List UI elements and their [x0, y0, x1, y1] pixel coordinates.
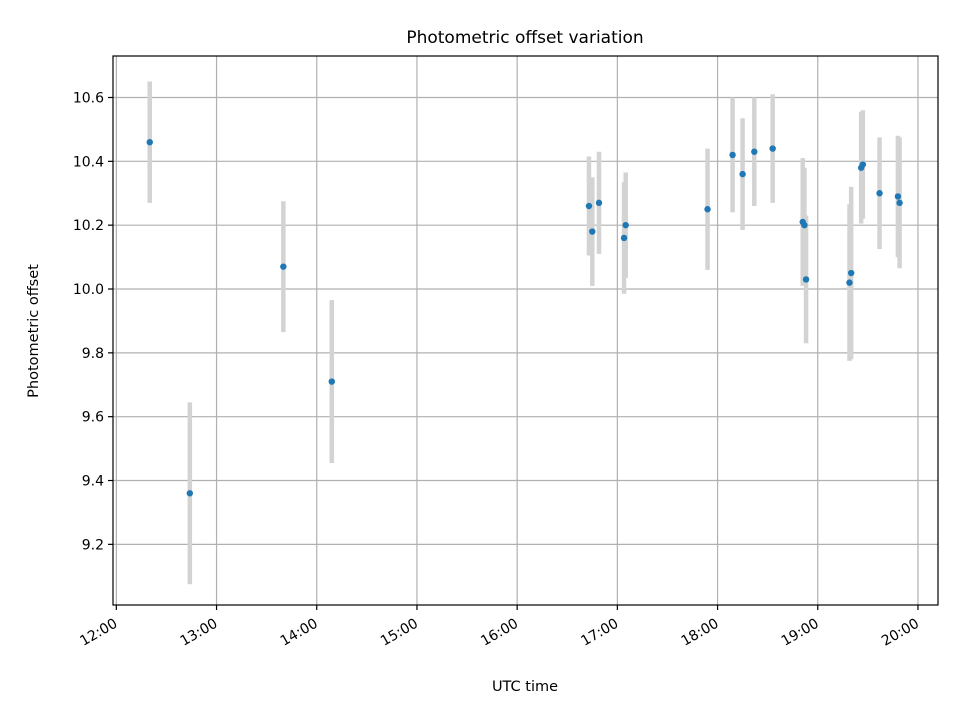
data-point — [622, 221, 629, 229]
data-point — [751, 148, 758, 155]
data-point — [802, 276, 810, 283]
y-tick-label: 10.0 — [73, 282, 104, 298]
data-point — [801, 221, 808, 229]
data-point — [704, 206, 711, 213]
y-tick-label: 10.2 — [73, 218, 104, 234]
data-point — [739, 170, 746, 178]
y-tick-label: 9.4 — [82, 474, 104, 490]
plot-frame — [112, 55, 939, 606]
data-point — [585, 202, 593, 210]
data-point — [847, 269, 855, 277]
data-point — [729, 151, 736, 159]
y-axis-title: Photometric offset — [26, 264, 42, 398]
y-tick-label: 10.4 — [73, 154, 104, 170]
y-tick-label: 9.2 — [82, 537, 104, 553]
grid — [113, 56, 938, 605]
x-axis-title: UTC time — [492, 679, 558, 695]
y-tick-label: 10.6 — [73, 90, 104, 106]
y-tick-label: 9.6 — [82, 410, 104, 426]
data-point — [328, 378, 335, 385]
data-point — [896, 199, 903, 207]
data-point — [280, 263, 287, 270]
data-point — [859, 161, 867, 168]
data-point — [769, 145, 776, 152]
data-point — [894, 193, 902, 200]
data-point — [146, 138, 153, 146]
y-axis: 9.2 9.4 9.6 9.8 10.0 10.2 10.4 10.6 — [73, 90, 113, 553]
data-point — [846, 279, 853, 286]
data-point — [620, 234, 628, 242]
chart-title: Photometric offset variation — [406, 28, 643, 48]
data-point — [876, 190, 883, 197]
data-point — [595, 199, 603, 207]
data-point — [186, 490, 194, 497]
data-points — [146, 138, 903, 497]
data-point — [589, 228, 596, 235]
y-tick-label: 9.8 — [82, 346, 104, 362]
